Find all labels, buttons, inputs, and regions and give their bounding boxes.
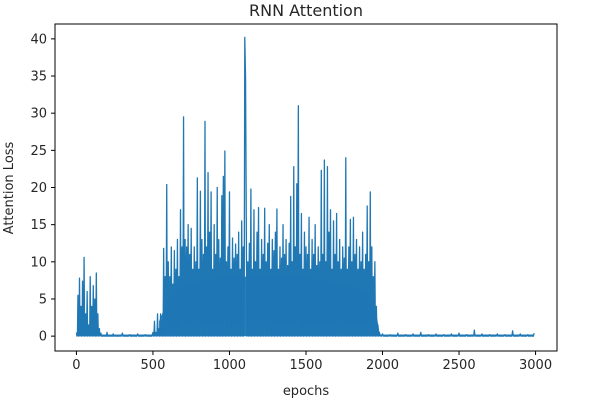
y-tick-label: 30 <box>30 107 47 122</box>
x-tick-label: 2000 <box>366 358 399 373</box>
x-axis-label: epochs <box>283 384 330 399</box>
y-tick-label: 35 <box>30 70 47 85</box>
series-line <box>75 36 535 337</box>
x-tick-label: 3000 <box>519 358 552 373</box>
series-band <box>159 276 380 337</box>
y-tick-label: 40 <box>30 32 47 47</box>
x-tick-label: 2500 <box>443 358 476 373</box>
y-tick-label: 15 <box>30 218 47 233</box>
y-axis: 0 5 10 15 20 25 30 35 40 <box>30 32 55 345</box>
y-axis-label: Attention Loss <box>2 141 17 234</box>
plot-area <box>75 36 535 337</box>
y-tick-label: 25 <box>30 144 47 159</box>
chart-title: RNN Attention <box>249 1 363 20</box>
x-axis: 0 500 1000 1500 2000 2500 3000 <box>72 351 552 373</box>
y-tick-label: 5 <box>39 292 47 307</box>
plot-frame <box>54 23 558 352</box>
y-tick-label: 0 <box>39 330 47 345</box>
x-tick-label: 500 <box>141 358 166 373</box>
x-tick-label: 1000 <box>213 358 246 373</box>
x-tick-label: 1500 <box>289 358 322 373</box>
y-tick-label: 10 <box>30 255 47 270</box>
y-tick-label: 20 <box>30 181 47 196</box>
x-tick-label: 0 <box>72 358 80 373</box>
